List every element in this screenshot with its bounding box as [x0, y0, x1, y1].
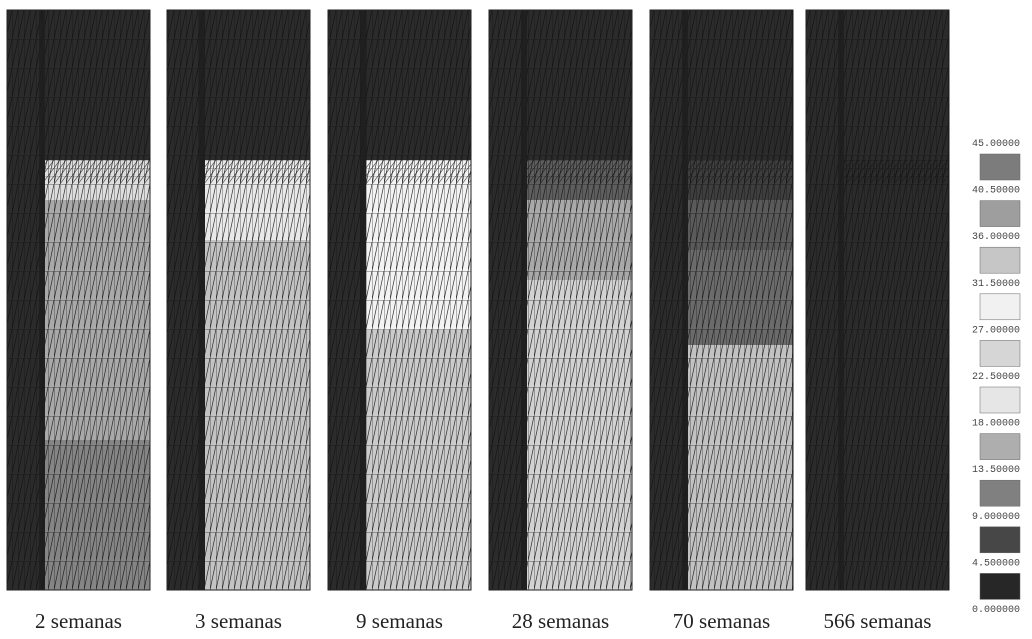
- legend-label: 22.50000: [972, 372, 1020, 383]
- mesh-panel: 9 semanas: [327, 9, 472, 633]
- legend: 45.00000 40.50000 36.00000 31.50000 27.00000…: [972, 139, 1021, 616]
- mesh-lines: [650, 10, 793, 590]
- mesh-panel: 70 semanas: [649, 9, 794, 633]
- panel-label: 3 semanas: [195, 609, 282, 633]
- legend-label: 18.00000: [972, 419, 1020, 430]
- mesh-dense-band: [688, 160, 793, 184]
- panel-label: 28 semanas: [512, 609, 609, 633]
- dense-column: [199, 10, 205, 590]
- mesh-lines: [328, 10, 471, 590]
- legend-swatch: [979, 526, 1021, 554]
- panel-label: 70 semanas: [673, 609, 770, 633]
- panel-border: [649, 9, 794, 591]
- legend-swatch: [979, 479, 1021, 507]
- legend-swatch: [979, 246, 1021, 274]
- panel-border: [6, 9, 151, 591]
- legend-swatch: [979, 573, 1021, 600]
- panel-label: 566 semanas: [824, 609, 932, 633]
- dense-column: [521, 10, 527, 590]
- dense-column: [360, 10, 366, 590]
- legend-label: 27.00000: [972, 325, 1020, 336]
- mesh-dense-band: [45, 160, 150, 184]
- legend-swatch: [979, 153, 1021, 181]
- dense-column: [682, 10, 688, 590]
- legend-label: 40.50000: [972, 186, 1020, 197]
- legend-swatch: [979, 200, 1021, 227]
- legend-label: 31.50000: [972, 279, 1020, 290]
- mesh-lines: [167, 10, 310, 590]
- dense-column: [838, 10, 844, 590]
- mesh-lines: [806, 10, 949, 590]
- mesh-lines: [7, 10, 150, 590]
- legend-label: 4.500000: [972, 558, 1020, 569]
- mesh-panel: 566 semanas: [805, 9, 950, 633]
- panel-border: [805, 9, 950, 591]
- legend-label: 45.00000: [972, 139, 1020, 150]
- mesh-dense-band: [844, 160, 949, 184]
- legend-swatch: [979, 386, 1021, 414]
- legend-swatch: [979, 293, 1021, 321]
- panel-label: 9 semanas: [356, 609, 443, 633]
- legend-label: 36.00000: [972, 232, 1020, 243]
- panel-label: 2 semanas: [35, 609, 122, 633]
- mesh-panel: 2 semanas: [6, 9, 151, 633]
- mesh-dense-band: [205, 160, 310, 184]
- mesh-dense-band: [527, 160, 632, 184]
- legend-swatch: [979, 340, 1021, 367]
- mesh-panel: 3 semanas: [166, 9, 311, 633]
- legend-label: 9.000000: [972, 512, 1020, 523]
- panel-border: [327, 9, 472, 591]
- mesh-lines: [489, 10, 632, 590]
- mesh-dense-band: [366, 160, 471, 184]
- panel-border: [488, 9, 633, 591]
- panel-border: [166, 9, 311, 591]
- legend-label: 13.50000: [972, 465, 1020, 476]
- legend-label: 0.000000: [972, 605, 1020, 616]
- mesh-panel: 28 semanas: [488, 9, 633, 633]
- panels: 2 semanas 3 semanas 9 semanas 28 semanas 70 …: [6, 9, 950, 633]
- legend-swatch: [979, 433, 1021, 460]
- dense-column: [39, 10, 45, 590]
